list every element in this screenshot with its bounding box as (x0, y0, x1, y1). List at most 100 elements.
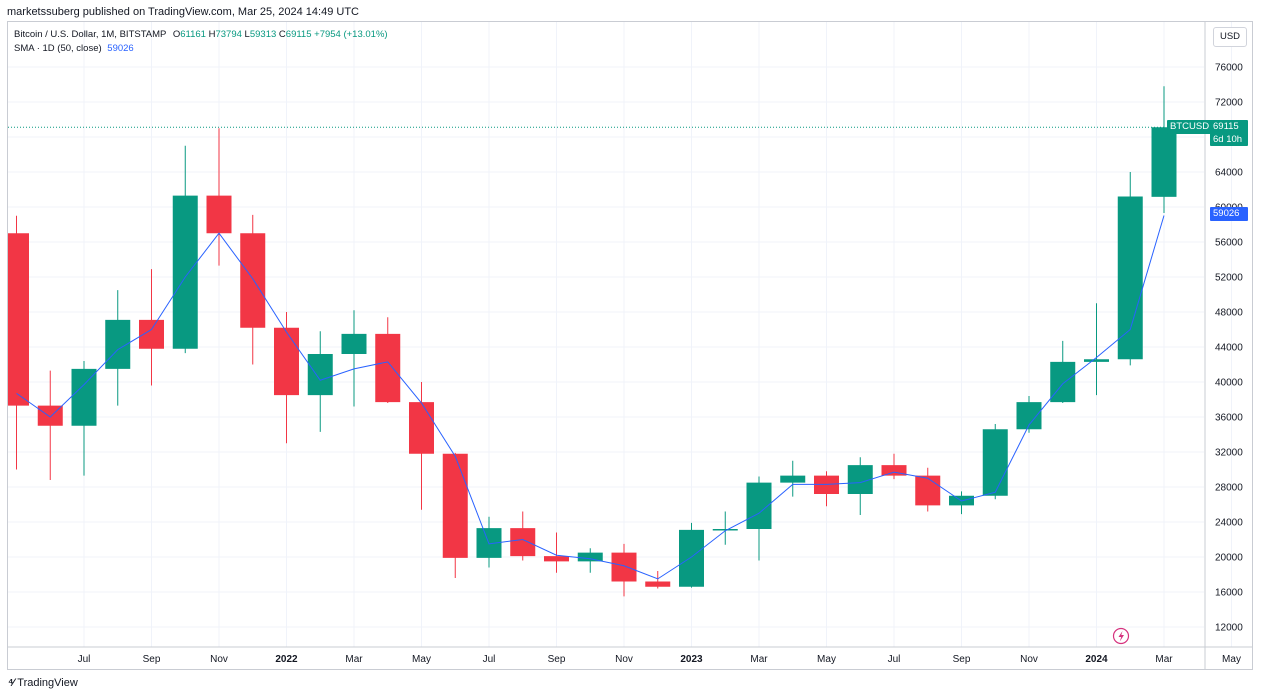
chart-frame (7, 21, 1253, 670)
candle (510, 511, 536, 561)
candle-body (510, 528, 536, 557)
candle-body (442, 453, 468, 558)
x-tick-label: Sep (953, 654, 971, 665)
candle-body (172, 195, 198, 349)
x-tick-label: Nov (210, 654, 228, 665)
price-axis[interactable]: 12000 16000 20000 24000 28000 32000 36000 40000… (1215, 63, 1243, 634)
candle (442, 452, 468, 578)
candle-body (206, 195, 232, 234)
candles (8, 86, 1177, 597)
candle (814, 471, 839, 507)
candle (881, 453, 907, 480)
x-tick-label: Mar (750, 654, 768, 665)
y-tick-label: 40000 (1215, 378, 1243, 389)
candle (476, 516, 502, 568)
y-tick-label: 64000 (1215, 168, 1243, 179)
y-tick-label: 24000 (1215, 518, 1243, 529)
candle-body (1050, 361, 1076, 403)
candle (544, 532, 569, 573)
candle (307, 331, 333, 432)
bar-countdown: 6d 10h (1213, 134, 1243, 145)
candle (105, 290, 131, 406)
candle-body (1151, 127, 1177, 197)
candle-body (274, 327, 299, 396)
symbol-label[interactable]: Bitcoin / U.S. Dollar, 1M, BITSTAMP (14, 29, 167, 40)
candle (37, 370, 63, 480)
candle (341, 310, 367, 407)
open-value: 61161 (180, 29, 206, 40)
sma-price-tag: 59026 (1210, 207, 1248, 221)
change-value: +7954 (+13.01%) (314, 29, 388, 40)
publisher-line: marketssuberg published on TradingView.c… (7, 6, 359, 18)
close-value: 69115 (285, 29, 312, 40)
footer: ⁴⁄ TradingView (8, 677, 78, 689)
sma-value: 59026 (107, 43, 134, 54)
sma-line (16, 215, 1165, 580)
x-tick-label: Jul (888, 654, 901, 665)
candle (1084, 303, 1109, 396)
candle-body (71, 368, 97, 426)
y-tick-label: 52000 (1215, 273, 1243, 284)
tradingview-logo-icon[interactable]: ⁴⁄ (8, 677, 14, 689)
x-tick-label: May (412, 654, 431, 665)
candle-body (544, 556, 569, 562)
candle-body (409, 402, 434, 454)
candle-body (915, 475, 941, 506)
open-label: O (172, 29, 181, 40)
y-tick-label: 12000 (1215, 623, 1243, 634)
x-tick-label: Jul (483, 654, 496, 665)
candle (8, 215, 29, 470)
y-tick-label: 76000 (1215, 63, 1243, 74)
y-tick-label: 48000 (1215, 308, 1243, 319)
candle (1050, 340, 1076, 403)
footer-brand[interactable]: TradingView (17, 677, 78, 689)
candle-body (982, 429, 1008, 496)
close-label: C (278, 29, 286, 40)
candle-body (1084, 359, 1109, 362)
currency-button[interactable]: USD (1213, 27, 1247, 47)
candle-body (375, 333, 401, 403)
candle-body (240, 233, 266, 328)
y-tick-label: 72000 (1215, 98, 1243, 109)
x-tick-label: Nov (1020, 654, 1038, 665)
legend-sma-row: SMA · 1D (50, close) 59026 (14, 42, 388, 56)
x-tick-label: Sep (143, 654, 161, 665)
candle (712, 511, 738, 545)
candle (139, 269, 164, 386)
candle (1117, 172, 1143, 366)
y-tick-label: 36000 (1215, 413, 1243, 424)
candle (746, 476, 772, 561)
candle-body (881, 465, 907, 476)
x-tick-label: Nov (615, 654, 633, 665)
candle-body (679, 529, 704, 587)
x-tick-label: 2022 (275, 654, 298, 665)
x-tick-label: May (1222, 654, 1241, 665)
candle (847, 457, 873, 515)
candle (274, 312, 299, 444)
x-tick-label: Sep (548, 654, 566, 665)
candle (577, 548, 603, 573)
chart-legend: Bitcoin / U.S. Dollar, 1M, BITSTAMP O611… (14, 28, 388, 56)
candle (409, 382, 434, 510)
high-label: H (208, 29, 216, 40)
time-axis[interactable]: Jul Sep Nov 2022 Mar May Jul Sep Nov 2023 Mar May Ju… (78, 654, 1241, 665)
y-tick-label: 20000 (1215, 553, 1243, 564)
x-tick-label: May (817, 654, 836, 665)
x-tick-label: Mar (345, 654, 363, 665)
candle-body (712, 529, 738, 531)
grid-lines (8, 22, 1252, 669)
y-tick-label: 56000 (1215, 238, 1243, 249)
x-tick-label: Mar (1155, 654, 1173, 665)
legend-ohlc-row: Bitcoin / U.S. Dollar, 1M, BITSTAMP O611… (14, 28, 388, 42)
lightning-icon[interactable] (1112, 627, 1130, 645)
x-tick-label: 2023 (680, 654, 703, 665)
candle (982, 424, 1008, 500)
y-tick-label: 44000 (1215, 343, 1243, 354)
candle-body (780, 475, 806, 483)
candle (240, 214, 266, 365)
candle-body (307, 354, 333, 396)
sma-polyline (16, 215, 1165, 580)
sma-label[interactable]: SMA · 1D (50, close) (14, 43, 102, 54)
candle-body (645, 581, 671, 587)
